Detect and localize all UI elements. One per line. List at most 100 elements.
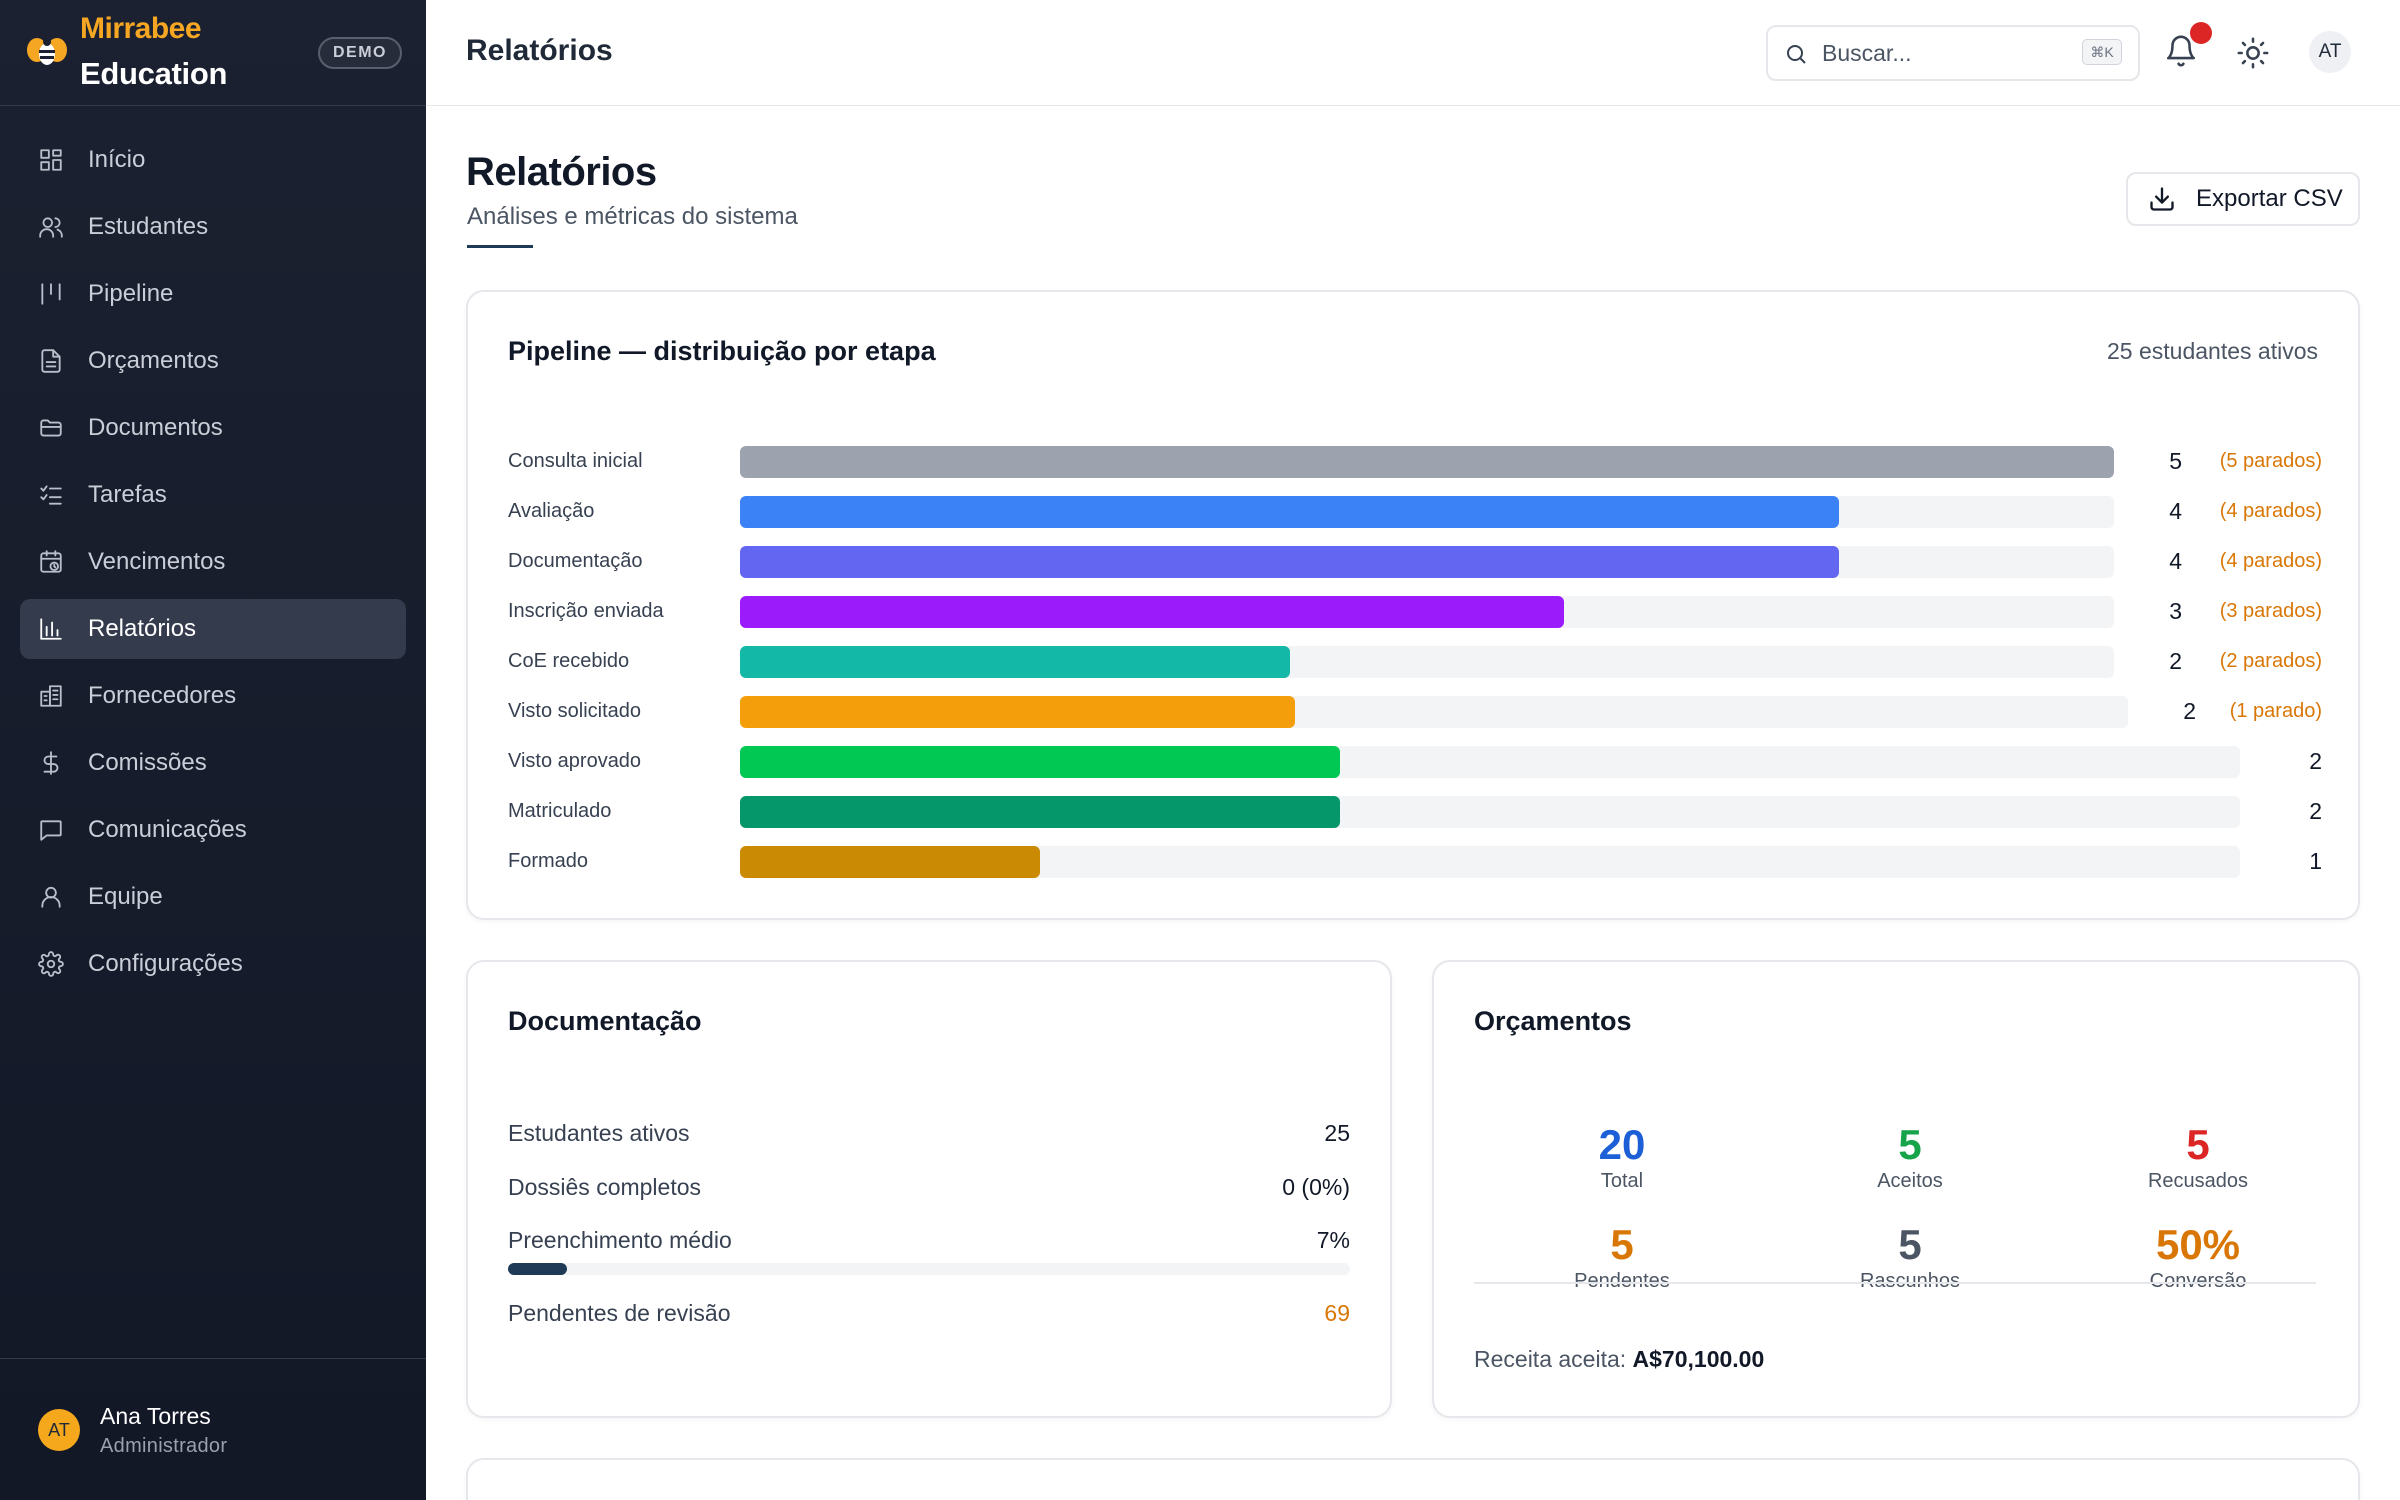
pipeline-bar-track [740,596,2114,628]
sidebar-item-relatorios[interactable]: Relatórios [20,599,406,659]
pipeline-row: CoE recebido 2 (2 parados) [508,646,2322,678]
pipeline-bar-track [740,546,2114,578]
export-csv-button[interactable]: Exportar CSV [2126,172,2360,226]
user-profile[interactable]: AT Ana Torres Administrador [0,1358,426,1500]
pipeline-row: Documentação 4 (4 parados) [508,546,2322,578]
sidebar-item-label: Início [88,146,146,173]
stat-value: 0 (0%) [1282,1174,1350,1200]
sun-icon[interactable] [2236,36,2270,70]
sidebar-item-orcamentos[interactable]: Orçamentos [20,331,406,391]
download-icon [2150,187,2174,211]
quote-stat-label: Aceitos [1877,1170,1943,1192]
sidebar-item-label: Equipe [88,883,163,910]
page-subtitle: Análises e métricas do sistema [467,203,798,230]
sidebar-item-label: Comunicações [88,816,247,843]
average-fill-progress [508,1263,1350,1275]
quotes-title: Orçamentos [1474,1006,1632,1036]
pipeline-row: Consulta inicial 5 (5 parados) [508,446,2322,478]
pipeline-stage-count: 5 [2169,448,2182,474]
pipeline-row: Visto solicitado 2 (1 parado) [508,696,2322,728]
pipeline-bar [740,596,1564,628]
pipeline-stage-label: CoE recebido [508,650,630,672]
stat-label: Estudantes ativos [508,1120,690,1146]
checklist-icon [40,485,62,505]
building-icon [40,685,62,707]
stat-label: Pendentes de revisão [508,1300,731,1326]
sidebar-item-estudantes[interactable]: Estudantes [20,197,406,257]
stat-value: 7% [1316,1227,1350,1253]
file-text-icon [41,349,61,373]
pipeline-bar [740,446,2114,478]
quote-stat-total: 20 Total [1522,1122,1722,1193]
sidebar-item-comissoes[interactable]: Comissões [20,733,406,793]
pipeline-row: Visto aprovado 2 [508,746,2322,778]
pipeline-stage-label: Inscrição enviada [508,600,664,622]
pipeline-stage-label: Visto aprovado [508,750,642,772]
revenue-value: A$70,100.00 [1632,1346,1765,1372]
stat-row-active-students: Estudantes ativos 25 [508,1120,1350,1152]
quote-stat-value: 5 [2186,1121,2210,1168]
message-icon [40,820,62,841]
quote-stat-recusados: 5 Recusados [2098,1122,2298,1193]
header-avatar[interactable]: AT [2309,31,2351,73]
user-role: Administrador [100,1435,228,1457]
pipeline-bar [740,746,1340,778]
sidebar-item-label: Vencimentos [88,548,226,575]
sidebar-item-label: Orçamentos [88,347,219,374]
pipeline-icon [41,283,61,305]
pipeline-stalled-label: (3 parados) [2219,600,2322,622]
pipeline-bar-track [740,846,2240,878]
sidebar-item-tarefas[interactable]: Tarefas [20,465,406,525]
quote-stat-value: 5 [1898,1121,1922,1168]
pipeline-stage-count: 2 [2309,748,2322,774]
stat-row-average-fill: Preenchimento médio 7% [508,1227,1350,1259]
demo-badge: DEMO [318,37,402,69]
user-avatar: AT [38,1409,80,1451]
dollar-icon [43,751,59,775]
quote-stat-label: Conversão [2149,1270,2247,1292]
search-input[interactable] [1822,27,2062,79]
pipeline-stage-count: 2 [2309,798,2322,824]
pipeline-bar-track [740,696,2128,728]
pipeline-stalled-label: (5 parados) [2219,450,2322,472]
quote-stat-label: Rascunhos [1859,1270,1961,1292]
sidebar-item-documentos[interactable]: Documentos [20,398,406,458]
bell-icon[interactable] [2164,34,2198,68]
sidebar: Mirrabee Education DEMO Início Estudantes… [0,0,426,1500]
sidebar-item-label: Documentos [88,414,223,441]
sidebar-item-label: Relatórios [88,615,197,642]
quote-stat-value: 50% [2155,1221,2241,1268]
user-name: Ana Torres [100,1403,211,1429]
user-icon [41,886,61,908]
quote-stat-label: Pendentes [1574,1270,1670,1292]
sidebar-item-label: Tarefas [88,481,167,508]
documentation-title: Documentação [508,1006,702,1036]
quote-stat-value: 5 [1610,1221,1634,1268]
sidebar-item-fornecedores[interactable]: Fornecedores [20,666,406,726]
folder-icon [40,419,62,437]
shortcut-hint: ⌘K [2082,39,2122,65]
sidebar-item-pipeline[interactable]: Pipeline [20,264,406,324]
pipeline-stalled-label: (4 parados) [2219,500,2322,522]
sidebar-item-comunicacoes[interactable]: Comunicações [20,800,406,860]
calendar-clock-icon [40,550,62,573]
pipeline-stalled-label: (1 parado) [2229,700,2322,722]
stat-row-complete-dossiers: Dossiês completos 0 (0%) [508,1174,1350,1206]
brand-subtitle: Education [80,56,228,91]
pipeline-stage-count: 3 [2169,598,2182,624]
sidebar-item-vencimentos[interactable]: Vencimentos [20,532,406,592]
pipeline-bar-track [740,446,2114,478]
pipeline-bar [740,846,1040,878]
pipeline-row: Inscrição enviada 3 (3 parados) [508,596,2322,628]
sidebar-item-equipe[interactable]: Equipe [20,867,406,927]
active-students-count: 25 estudantes ativos [2107,338,2318,364]
search-box[interactable]: ⌘K [1766,25,2140,81]
sidebar-item-configuracoes[interactable]: Configurações [20,934,406,994]
pipeline-bar-track [740,746,2240,778]
stat-value: 69 [1324,1300,1350,1326]
sidebar-item-label: Comissões [88,749,207,776]
pipeline-stalled-label: (2 parados) [2219,650,2322,672]
pipeline-stage-label: Matriculado [508,800,612,822]
stat-value: 25 [1324,1120,1350,1146]
sidebar-item-inicio[interactable]: Início [20,130,406,190]
